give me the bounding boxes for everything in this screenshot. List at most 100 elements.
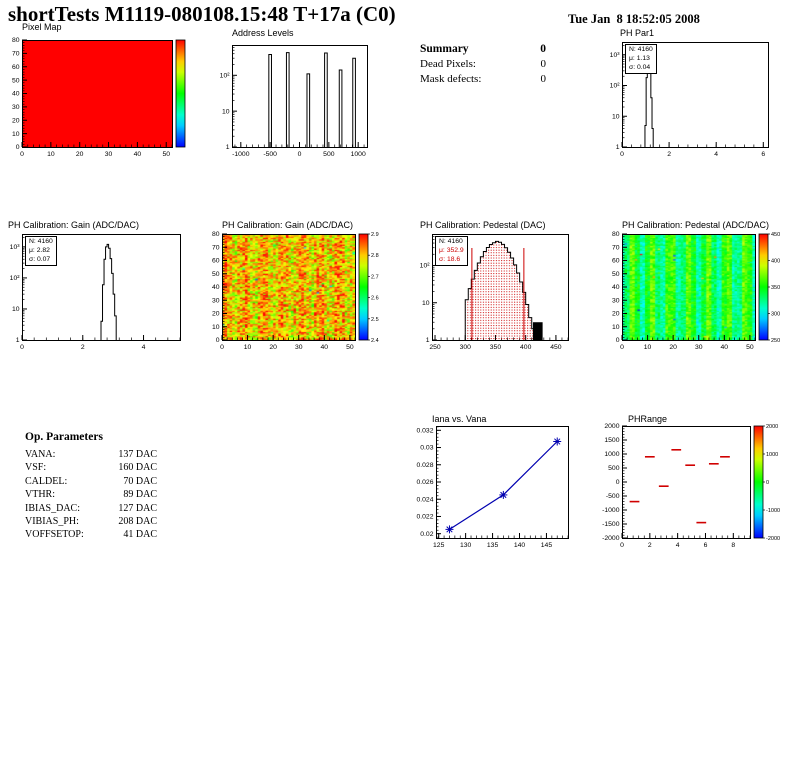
svg-text:2.7: 2.7 (371, 274, 379, 280)
op-param-row: VANA: 137 DAC (25, 448, 157, 461)
svg-text:10: 10 (222, 108, 230, 115)
svg-text:0.028: 0.028 (416, 462, 433, 469)
svg-text:4: 4 (142, 344, 146, 351)
mask-defects-label: Mask defects: (420, 73, 482, 85)
svg-text:40: 40 (12, 91, 20, 98)
address-levels-panel: Address Levels -1000 -500 0 500 1000 1 10 10² (210, 22, 396, 162)
mask-defects-value: 0 (540, 73, 547, 85)
svg-text:10: 10 (212, 324, 220, 331)
svg-text:2000: 2000 (766, 424, 778, 430)
svg-text:6: 6 (704, 542, 708, 549)
summary-row: Dead Pixels: 0 (420, 57, 546, 72)
svg-text:400: 400 (520, 344, 532, 351)
ibias-dac-value: 127 DAC (118, 502, 157, 514)
phrange-plot: 0 2 4 6 8 -2000 -1500 -1000 -500 0 500 1000 1500 2000… (602, 423, 780, 549)
stat-mean: μ: 1.13 (629, 54, 650, 62)
pedestal-map-title: PH Calibration: Pedestal (ADC/DAC) (622, 220, 770, 230)
svg-text:20: 20 (12, 117, 20, 124)
iana-vs-vana-title: Iana vs. Vana (432, 414, 487, 424)
svg-text:2: 2 (648, 542, 652, 549)
pedestal-hist-stats: N: 4160 μ: 352.9 σ: 18.6 (435, 236, 468, 267)
svg-text:60: 60 (212, 258, 220, 265)
svg-text:0.022: 0.022 (416, 514, 433, 521)
svg-text:10: 10 (47, 151, 55, 158)
svg-text:50: 50 (12, 77, 20, 84)
svg-text:20: 20 (76, 151, 84, 158)
svg-text:450: 450 (550, 344, 562, 351)
vsf-value: 160 DAC (118, 462, 157, 474)
svg-text:8: 8 (731, 542, 735, 549)
svg-text:80: 80 (212, 231, 220, 238)
svg-text:10²: 10² (10, 275, 21, 282)
stat-n: N: 4160 (29, 238, 53, 245)
svg-text:-2000: -2000 (766, 536, 780, 542)
stat-sigma: σ: 0.07 (29, 255, 51, 263)
stat-n: N: 4160 (629, 46, 653, 53)
svg-text:10: 10 (612, 113, 620, 120)
address_levels-plot: -1000 -500 0 500 1000 1 10 10² (220, 45, 368, 158)
header-datetime: Tue Jan 8 18:52:05 2008 (568, 12, 700, 26)
stat-sigma: σ: 0.04 (629, 63, 651, 71)
svg-text:50: 50 (746, 344, 754, 351)
svg-text:40: 40 (321, 344, 329, 351)
phrange-title: PHRange (628, 414, 668, 424)
svg-text:60: 60 (612, 258, 620, 265)
op-parameters-title: Op. Parameters (25, 431, 103, 443)
pedestal-map-panel: PH Calibration: Pedestal (ADC/DAC) 0 10 20… (612, 218, 796, 358)
op-param-row: IBIAS_DAC: 127 DAC (25, 502, 157, 515)
svg-text:50: 50 (346, 344, 354, 351)
svg-text:10: 10 (612, 324, 620, 331)
svg-text:10: 10 (644, 344, 652, 351)
svg-text:20: 20 (612, 311, 620, 318)
svg-text:0: 0 (620, 344, 624, 351)
stat-mean: μ: 352.9 (439, 246, 464, 254)
svg-text:2: 2 (667, 151, 671, 158)
svg-text:350: 350 (771, 285, 780, 291)
svg-text:1: 1 (426, 337, 430, 344)
svg-text:350: 350 (490, 344, 502, 351)
pixel_map-map (22, 40, 172, 147)
svg-text:10²: 10² (420, 263, 431, 270)
svg-text:2000: 2000 (604, 423, 619, 430)
svg-text:0: 0 (298, 151, 302, 158)
svg-text:50: 50 (162, 151, 170, 158)
vthr-label: VTHR: (25, 489, 55, 501)
svg-text:30: 30 (105, 151, 113, 158)
svg-text:0.026: 0.026 (416, 479, 433, 486)
gain-hist-title: PH Calibration: Gain (ADC/DAC) (8, 220, 140, 230)
summary-title: Summary (420, 43, 469, 55)
svg-text:0: 0 (16, 144, 20, 151)
svg-text:-1000: -1000 (232, 151, 250, 158)
ph-par1-panel: PH Par1 N: 4160 μ: 1.13 σ: 0.04 0 2 4 6 1 10 1… (600, 22, 796, 162)
svg-text:145: 145 (541, 542, 553, 549)
pedestal_map-plot: 0 10 20 30 40 50 0 10 20 30 40 50 60 70 80 450 400 350 300… (612, 231, 780, 351)
svg-text:70: 70 (12, 51, 20, 58)
svg-text:30: 30 (12, 104, 20, 111)
svg-text:-2000: -2000 (602, 535, 620, 542)
pixel-map-panel: Pixel Map 0 10 20 30 40 50 0 10 20 30 40 50 60 70 80 (0, 22, 210, 162)
voffsetop-value: 41 DAC (123, 529, 157, 541)
gain-map-panel: PH Calibration: Gain (ADC/DAC) 0 10 20 30 40… (212, 218, 400, 358)
svg-text:2.4: 2.4 (371, 338, 379, 344)
svg-text:140: 140 (514, 542, 526, 549)
svg-text:2.5: 2.5 (371, 317, 379, 323)
svg-text:1000: 1000 (604, 451, 619, 458)
svg-text:130: 130 (460, 542, 472, 549)
svg-text:300: 300 (771, 312, 780, 318)
svg-text:1: 1 (616, 144, 620, 151)
svg-text:30: 30 (295, 344, 303, 351)
stat-sigma: σ: 18.6 (439, 255, 461, 263)
op-param-row: VOFFSETOP: 41 DAC (25, 528, 157, 541)
svg-text:70: 70 (212, 244, 220, 251)
svg-text:10: 10 (244, 344, 252, 351)
svg-text:2.6: 2.6 (371, 296, 379, 302)
svg-text:135: 135 (487, 542, 499, 549)
svg-text:10: 10 (12, 306, 20, 313)
svg-text:0: 0 (616, 479, 620, 486)
op-param-row: CALDEL: 70 DAC (25, 475, 157, 488)
op-param-row: VSF: 160 DAC (25, 461, 157, 474)
svg-text:0.032: 0.032 (416, 428, 433, 435)
svg-text:-1500: -1500 (602, 521, 620, 528)
gain-hist-stats: N: 4160 μ: 2.82 σ: 0.07 (25, 236, 57, 267)
